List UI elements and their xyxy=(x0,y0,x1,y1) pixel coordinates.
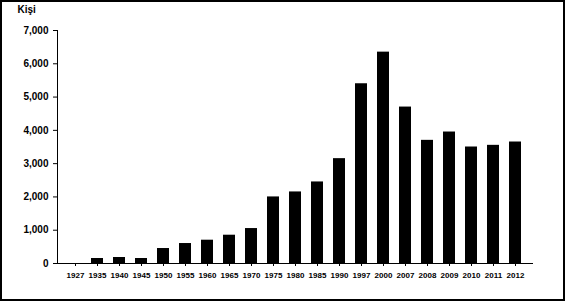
svg-text:1927: 1927 xyxy=(67,271,85,280)
svg-text:1955: 1955 xyxy=(177,271,195,280)
svg-text:7,000: 7,000 xyxy=(23,25,48,36)
svg-text:1935: 1935 xyxy=(89,271,107,280)
svg-text:1990: 1990 xyxy=(331,271,349,280)
svg-text:5,000: 5,000 xyxy=(23,91,48,102)
svg-text:1940: 1940 xyxy=(111,271,129,280)
svg-text:6,000: 6,000 xyxy=(23,58,48,69)
svg-text:2011: 2011 xyxy=(485,271,503,280)
svg-text:1980: 1980 xyxy=(287,271,305,280)
svg-text:2000: 2000 xyxy=(375,271,393,280)
svg-text:1985: 1985 xyxy=(309,271,327,280)
svg-text:2012: 2012 xyxy=(507,271,525,280)
svg-text:3,000: 3,000 xyxy=(23,158,48,169)
svg-text:1945: 1945 xyxy=(133,271,151,280)
svg-text:Kişi: Kişi xyxy=(18,4,37,15)
svg-text:1965: 1965 xyxy=(221,271,239,280)
svg-text:1950: 1950 xyxy=(155,271,173,280)
svg-text:4,000: 4,000 xyxy=(23,125,48,136)
svg-text:0: 0 xyxy=(43,258,49,269)
svg-text:1,000: 1,000 xyxy=(23,224,48,235)
svg-text:2009: 2009 xyxy=(441,271,459,280)
svg-text:2010: 2010 xyxy=(463,271,481,280)
svg-text:1997: 1997 xyxy=(353,271,371,280)
svg-text:1960: 1960 xyxy=(199,271,217,280)
svg-text:2,000: 2,000 xyxy=(23,191,48,202)
svg-text:1975: 1975 xyxy=(265,271,283,280)
svg-text:2007: 2007 xyxy=(397,271,415,280)
svg-text:1970: 1970 xyxy=(243,271,261,280)
svg-text:2008: 2008 xyxy=(419,271,437,280)
